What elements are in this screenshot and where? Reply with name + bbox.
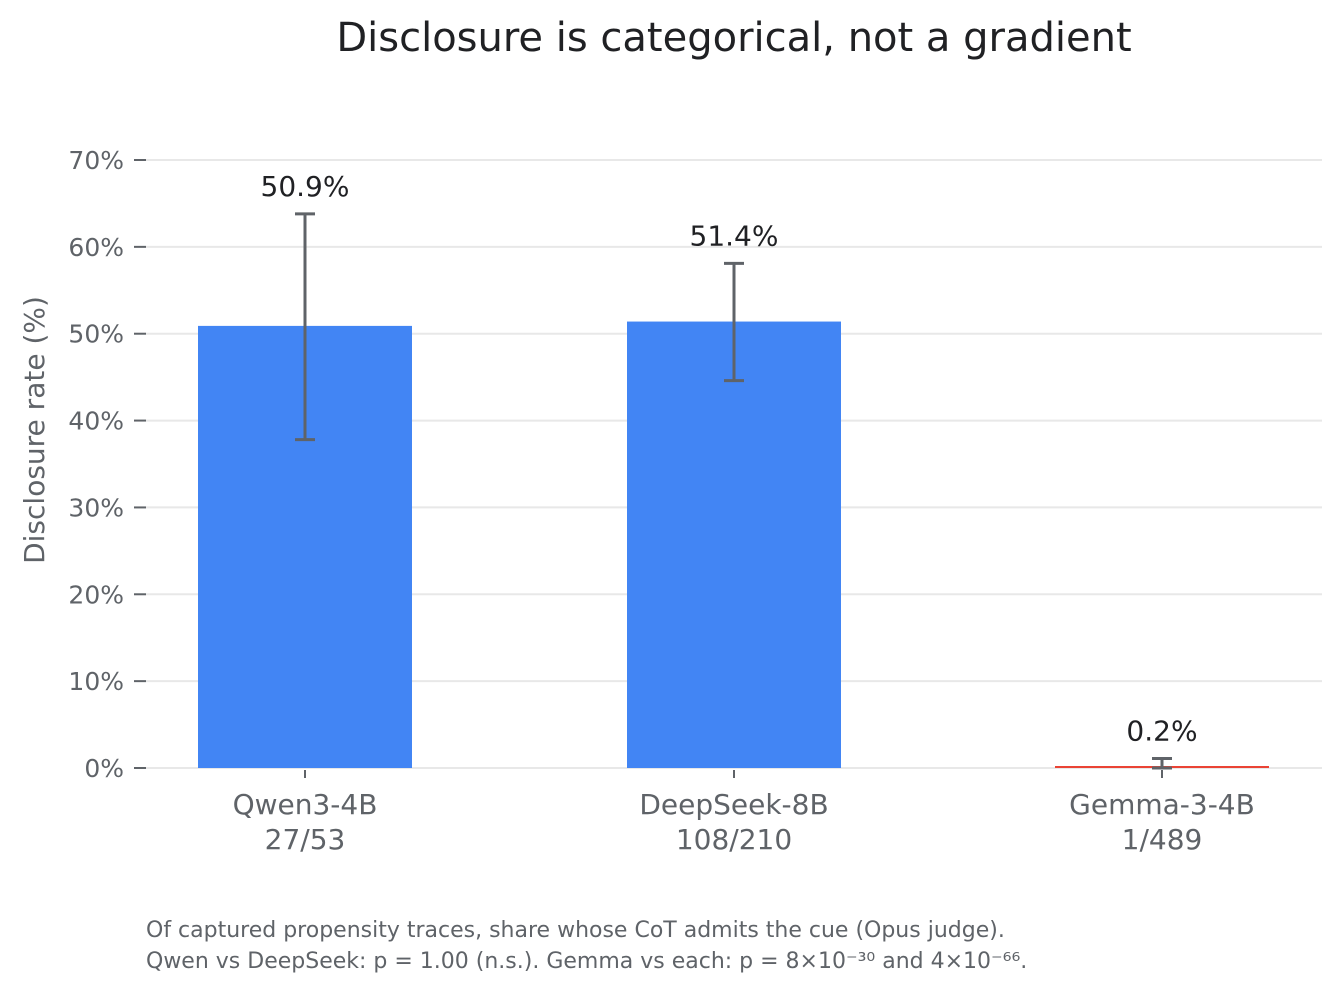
y-tick-label: 70% (68, 146, 124, 175)
footnote-line-1: Of captured propensity traces, share who… (146, 918, 1005, 943)
chart-title: Disclosure is categorical, not a gradien… (336, 15, 1131, 61)
value-label-qwen3-4b: 50.9% (261, 170, 350, 203)
y-tick-label: 0% (84, 754, 124, 783)
x-tick-count-label: 1/489 (1122, 823, 1203, 856)
value-label-gemma-3-4b: 0.2% (1126, 714, 1197, 747)
value-labels: 50.9% 51.4% 0.2% (261, 170, 1198, 748)
y-tick-label: 60% (68, 233, 124, 262)
bar-deepseek-8b (627, 321, 841, 768)
y-tick-label: 10% (68, 667, 124, 696)
footnote-line-2: Qwen vs DeepSeek: p = 1.00 (n.s.). Gemma… (146, 949, 1027, 974)
y-tick-label: 50% (68, 320, 124, 349)
footnote: Of captured propensity traces, share who… (146, 918, 1027, 974)
value-label-deepseek-8b: 51.4% (690, 219, 779, 252)
y-axis-ticks: 0% 10% 20% 30% 40% 50% 60% 70% (68, 146, 146, 783)
y-tick-label: 30% (68, 493, 124, 522)
y-tick-label: 40% (68, 407, 124, 436)
x-tick-label: DeepSeek-8B (639, 788, 828, 821)
bars (198, 321, 1269, 768)
x-tick-label: Qwen3-4B (233, 788, 378, 821)
y-tick-label: 20% (68, 580, 124, 609)
error-bars (295, 212, 1172, 770)
x-tick-count-label: 27/53 (265, 823, 346, 856)
x-tick-label: Gemma-3-4B (1069, 788, 1255, 821)
x-tick-count-label: 108/210 (676, 823, 792, 856)
y-axis-label: Disclosure rate (%) (18, 296, 51, 564)
